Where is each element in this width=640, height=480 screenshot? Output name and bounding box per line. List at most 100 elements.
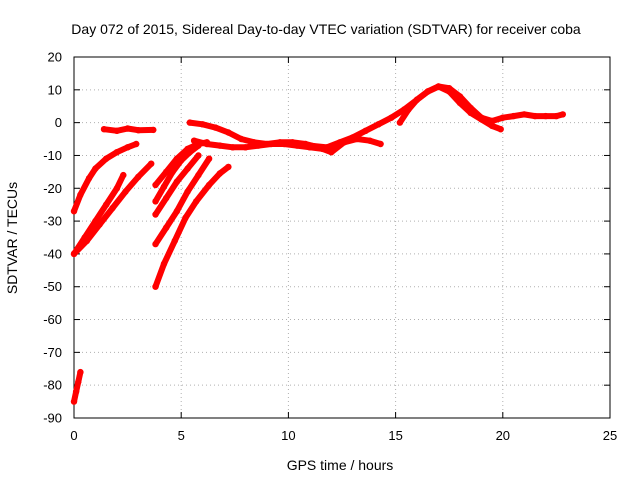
data-point — [182, 214, 189, 221]
data-point — [148, 160, 155, 167]
data-point — [242, 144, 249, 151]
data-point — [113, 127, 121, 134]
plot-frame — [73, 56, 611, 419]
data-point — [173, 155, 181, 162]
y-tick-label: 0 — [55, 115, 62, 130]
x-tick-label: 0 — [70, 428, 77, 443]
data-point — [152, 240, 159, 248]
y-tick-label: -70 — [43, 345, 62, 360]
data-point — [456, 93, 464, 100]
data-point — [336, 139, 344, 146]
data-point — [124, 125, 131, 132]
data-point — [238, 135, 245, 143]
data-point — [135, 127, 142, 134]
data-point — [510, 112, 517, 120]
data-point — [276, 139, 283, 146]
data-point — [70, 398, 78, 405]
y-tick-label: -50 — [43, 279, 62, 294]
data-point — [85, 175, 93, 182]
data-series — [70, 83, 566, 405]
data-point — [263, 140, 271, 148]
data-point — [413, 96, 421, 103]
data-point — [103, 201, 110, 208]
y-tick-label: -10 — [43, 148, 62, 163]
data-point — [216, 170, 223, 177]
data-point — [195, 152, 202, 159]
data-point — [109, 204, 116, 212]
x-tick-label: 20 — [496, 428, 510, 443]
x-axis-title: GPS time / hours — [287, 457, 394, 473]
data-point — [96, 221, 103, 228]
data-point — [83, 237, 91, 244]
data-point — [171, 237, 178, 244]
data-point — [163, 224, 170, 231]
data-point — [186, 119, 193, 126]
data-point — [396, 119, 404, 126]
data-point — [70, 250, 78, 258]
data-point — [405, 106, 412, 113]
data-point — [160, 183, 168, 190]
data-point — [216, 142, 223, 149]
data-point — [133, 140, 140, 148]
data-point — [499, 114, 506, 121]
data-point — [72, 388, 80, 395]
series-line-arc-7 — [152, 155, 213, 248]
data-point — [531, 112, 539, 120]
y-tick-label: -90 — [43, 411, 62, 426]
data-point — [229, 144, 236, 151]
data-point — [77, 368, 84, 376]
data-point — [152, 181, 159, 189]
data-point — [559, 111, 566, 118]
y-tick-label: -60 — [43, 312, 62, 327]
data-point — [349, 134, 356, 141]
data-point — [152, 198, 159, 205]
data-point — [100, 126, 108, 133]
data-point — [388, 114, 395, 121]
data-point — [205, 155, 213, 162]
y-tick-label: -30 — [43, 214, 62, 229]
data-point — [289, 139, 296, 146]
data-point — [553, 112, 560, 120]
data-point — [113, 149, 121, 156]
data-point — [120, 171, 127, 179]
data-point — [542, 112, 549, 120]
data-point — [521, 111, 528, 118]
data-point — [323, 144, 331, 151]
data-point — [150, 126, 157, 134]
data-point — [77, 191, 84, 198]
data-point — [163, 168, 170, 176]
data-point — [124, 144, 131, 151]
data-point — [203, 140, 211, 148]
data-point — [366, 137, 374, 144]
data-point — [497, 126, 504, 133]
data-point — [190, 137, 198, 144]
data-point — [205, 181, 213, 189]
data-point — [160, 260, 168, 267]
axis-ticks: 0 5 10 15 20 25 -90 -80 -70 -60 -50 -40 -30 -20 -10 0 10… — [43, 50, 617, 444]
x-tick-label: 15 — [388, 428, 402, 443]
data-point — [70, 208, 78, 215]
y-tick-label: -80 — [43, 378, 62, 393]
y-tick-label: 20 — [48, 50, 62, 65]
data-point — [103, 155, 110, 162]
data-point — [173, 208, 181, 215]
data-point — [173, 178, 181, 185]
data-point — [306, 142, 313, 149]
y-tick-label: 10 — [48, 82, 62, 97]
data-point — [184, 188, 191, 195]
data-point — [377, 140, 384, 148]
y-axis-title: SDTVAR / TECUs — [4, 182, 20, 294]
data-point — [212, 124, 219, 131]
data-point — [152, 211, 159, 218]
data-point — [375, 121, 382, 128]
y-tick-label: -40 — [43, 246, 62, 261]
data-point — [488, 122, 496, 130]
data-point — [362, 127, 369, 134]
x-tick-label: 10 — [281, 428, 295, 443]
data-point — [478, 114, 485, 121]
grid — [74, 57, 610, 418]
data-point — [135, 173, 142, 180]
data-point — [92, 165, 99, 172]
series-line-arc-1 — [71, 369, 84, 405]
